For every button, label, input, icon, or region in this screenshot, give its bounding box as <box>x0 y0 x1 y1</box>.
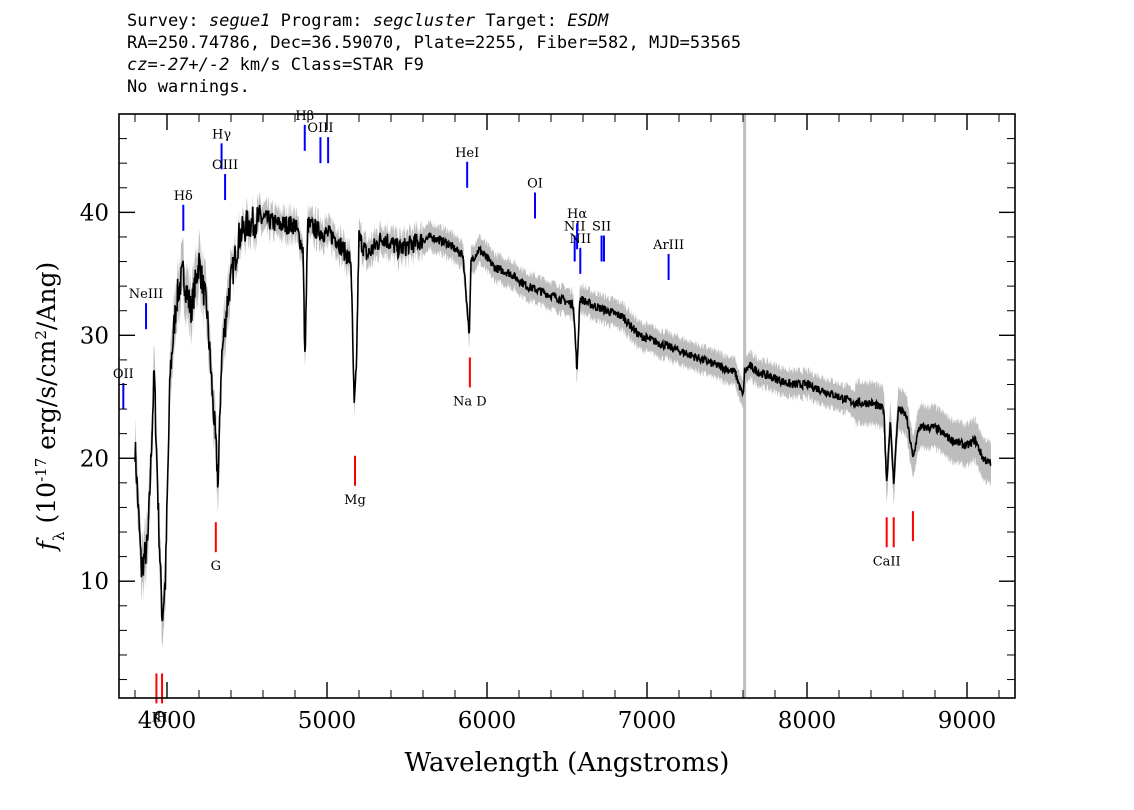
x-tick-label: 5000 <box>298 708 357 734</box>
program-value: segcluster <box>372 11 476 31</box>
absorption-line-label: K <box>152 710 162 725</box>
emission-line-label: OIII <box>212 158 238 173</box>
x-tick-label: 9000 <box>938 708 997 734</box>
emission-line-label: OI <box>527 177 543 192</box>
header-line-survey: Survey: segue1 Program: segcluster Targe… <box>127 11 609 31</box>
header-line-redshift: cz=-27+/-2 km/s Class=STAR F9 <box>127 55 424 75</box>
emission-line-label: Hδ <box>174 189 193 204</box>
emission-line-label: HeI <box>455 146 479 161</box>
emission-line-label: Hβ <box>295 109 314 124</box>
x-axis-label: Wavelength (Angstroms) <box>405 748 730 778</box>
error-band <box>135 191 991 646</box>
y-tick-label: 10 <box>80 569 109 595</box>
y-tick-label: 30 <box>80 323 109 349</box>
emission-line-label: Hα <box>567 207 587 222</box>
y-tick-label: 40 <box>80 200 109 226</box>
plot-frame <box>118 113 1016 699</box>
header-line-coords: RA=250.74786, Dec=36.59070, Plate=2255, … <box>127 33 742 53</box>
x-tick-label: 6000 <box>458 708 517 734</box>
spectrum-series-line <box>134 204 992 622</box>
emission-line-label: SII <box>592 220 611 235</box>
survey-value: segue1 <box>208 11 271 31</box>
y-tick-label: 20 <box>80 446 109 472</box>
emission-line-label: NeIII <box>129 287 163 302</box>
header-line-warnings: No warnings. <box>127 77 250 97</box>
x-tick-label: 4000 <box>138 708 197 734</box>
target-value: ESDM <box>567 11 609 31</box>
emission-line-label: Hγ <box>212 127 231 142</box>
x-tick-label: 8000 <box>778 708 837 734</box>
x-tick-label: 7000 <box>618 708 677 734</box>
absorption-line-label: Mg <box>344 493 366 508</box>
absorption-line-label: Na D <box>453 394 487 409</box>
emission-line-label: NII <box>569 232 591 247</box>
emission-line-label: OIII <box>307 121 333 136</box>
absorption-line-label: CaII <box>873 554 901 569</box>
absorption-line-label: G <box>211 559 221 574</box>
y-axis-label: fλ (10-17 erg/s/cm2/Ang) <box>32 262 68 552</box>
spectrum-header: Survey: segue1 Program: segcluster Targe… <box>127 10 741 98</box>
emission-line-label: ArIII <box>652 238 684 253</box>
cz-value: -27+/-2 <box>157 55 230 75</box>
emission-line-label: OII <box>113 367 134 382</box>
absorption-line-label: H <box>156 710 167 725</box>
emission-line-label: NII <box>564 220 586 235</box>
